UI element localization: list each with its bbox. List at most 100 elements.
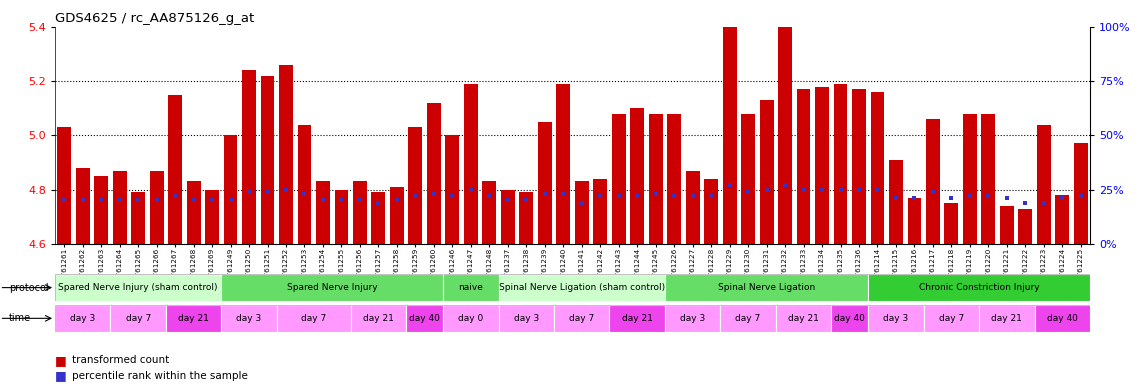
Point xyxy=(332,197,350,204)
Point xyxy=(184,197,203,204)
Bar xyxy=(815,86,829,244)
Bar xyxy=(759,100,774,244)
Point xyxy=(739,189,757,195)
Text: Spinal Nerve Ligation: Spinal Nerve Ligation xyxy=(718,283,815,292)
Point xyxy=(627,193,646,199)
Point xyxy=(591,193,609,199)
Bar xyxy=(520,192,534,244)
Point xyxy=(813,187,831,193)
Point xyxy=(369,200,387,206)
Bar xyxy=(242,70,256,244)
Point xyxy=(572,200,591,206)
Bar xyxy=(722,22,736,244)
Point xyxy=(665,193,684,199)
Text: Spinal Nerve Ligation (sham control): Spinal Nerve Ligation (sham control) xyxy=(499,283,665,292)
Bar xyxy=(1037,124,1051,244)
Point xyxy=(110,197,129,204)
Point xyxy=(406,193,425,199)
Bar xyxy=(704,179,718,244)
Point xyxy=(425,191,443,197)
Text: day 7: day 7 xyxy=(126,314,151,323)
Bar xyxy=(868,274,1090,301)
Text: day 7: day 7 xyxy=(569,314,594,323)
Bar xyxy=(554,305,609,332)
Bar xyxy=(779,22,792,244)
Bar xyxy=(277,305,350,332)
Bar xyxy=(868,305,924,332)
Point xyxy=(295,191,314,197)
Bar xyxy=(261,76,275,244)
Point xyxy=(850,187,868,193)
Bar xyxy=(498,274,665,301)
Point xyxy=(443,193,461,199)
Bar xyxy=(57,127,71,244)
Bar xyxy=(500,190,515,244)
Point xyxy=(997,195,1016,201)
Bar xyxy=(630,108,645,244)
Point xyxy=(461,187,480,193)
Point xyxy=(1016,200,1034,206)
Bar xyxy=(556,84,570,244)
Bar xyxy=(1056,195,1069,244)
Bar xyxy=(482,182,496,244)
Point xyxy=(1035,200,1053,206)
Bar xyxy=(926,119,940,244)
Point xyxy=(55,197,73,204)
Bar xyxy=(1018,209,1033,244)
Text: transformed count: transformed count xyxy=(72,355,169,365)
Point xyxy=(647,191,665,197)
Point xyxy=(702,193,720,199)
Bar xyxy=(110,305,166,332)
Bar xyxy=(76,168,89,244)
Point xyxy=(720,182,739,188)
Point xyxy=(388,197,406,204)
Text: Spared Nerve Injury: Spared Nerve Injury xyxy=(287,283,378,292)
Point xyxy=(499,197,518,204)
Point xyxy=(906,195,924,201)
Point xyxy=(758,187,776,193)
Bar xyxy=(665,274,868,301)
Text: day 7: day 7 xyxy=(939,314,964,323)
Bar xyxy=(945,203,958,244)
Point xyxy=(924,189,942,195)
Text: day 40: day 40 xyxy=(835,314,866,323)
Bar xyxy=(427,103,441,244)
Text: day 40: day 40 xyxy=(409,314,440,323)
Bar xyxy=(406,305,443,332)
Text: Chronic Constriction Injury: Chronic Constriction Injury xyxy=(918,283,1040,292)
Point xyxy=(868,187,886,193)
Point xyxy=(536,191,554,197)
Bar xyxy=(112,170,127,244)
Bar xyxy=(187,182,200,244)
Bar xyxy=(371,192,386,244)
Text: day 3: day 3 xyxy=(680,314,705,323)
Point xyxy=(979,193,997,199)
Bar xyxy=(1035,305,1090,332)
Bar xyxy=(797,89,811,244)
Point xyxy=(221,197,239,204)
Bar xyxy=(611,114,625,244)
Bar xyxy=(593,179,607,244)
Point xyxy=(1053,195,1072,201)
Point xyxy=(942,195,961,201)
Bar xyxy=(353,182,366,244)
Point xyxy=(684,193,702,199)
Bar xyxy=(609,305,665,332)
Text: day 7: day 7 xyxy=(735,314,760,323)
Point xyxy=(480,193,498,199)
Bar xyxy=(298,124,311,244)
Point xyxy=(609,193,627,199)
Bar xyxy=(221,274,443,301)
Bar xyxy=(575,182,589,244)
Bar xyxy=(979,305,1035,332)
Text: day 21: day 21 xyxy=(788,314,819,323)
Bar xyxy=(668,114,681,244)
Bar xyxy=(464,84,477,244)
Bar xyxy=(889,160,903,244)
Point xyxy=(166,193,184,199)
Point xyxy=(203,197,221,204)
Bar xyxy=(279,65,293,244)
Point xyxy=(795,187,813,193)
Bar xyxy=(852,89,866,244)
Text: day 21: day 21 xyxy=(992,314,1022,323)
